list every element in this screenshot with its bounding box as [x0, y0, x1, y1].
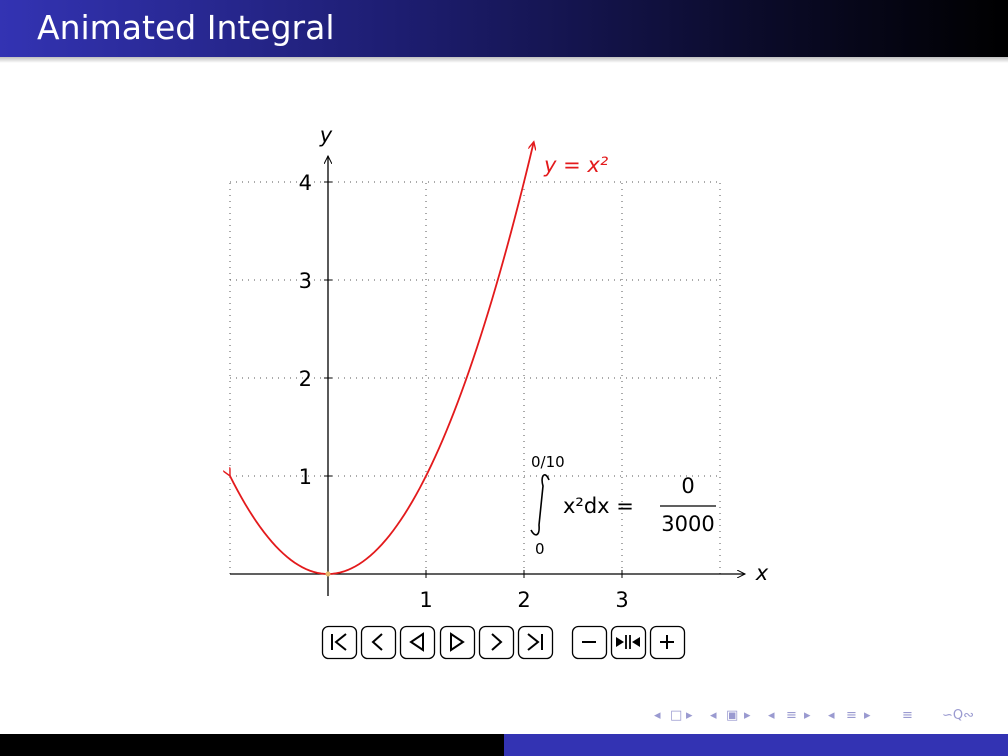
step-forward-icon	[491, 633, 503, 651]
slide-title: Animated Integral	[37, 8, 335, 47]
integral-annotation: 0/10 0 x²dx = 0 3000	[530, 453, 716, 558]
integral-lower-limit: 0	[535, 540, 545, 558]
nav-symbol[interactable]: ≡	[786, 708, 797, 723]
skip-to-last-icon	[527, 633, 543, 651]
integral-upper-limit: 0/10	[531, 453, 565, 471]
curves	[230, 142, 534, 577]
y-axis-label: y	[319, 123, 333, 147]
x-axis-label: x	[755, 561, 769, 585]
x-tick-label: 3	[615, 588, 628, 612]
result-numerator: 0	[681, 474, 694, 498]
nav-symbol[interactable]: ◂	[654, 708, 661, 723]
integrand: x²dx =	[563, 494, 634, 518]
play-forward-icon	[450, 632, 465, 652]
nav-symbol[interactable]: ▸	[744, 708, 751, 723]
beamer-navigation-bar: ◂ □ ▸ ◂ ▣ ▸ ◂ ≡ ▸ ◂ ≡ ▸ ≡ ∽Q∾	[650, 708, 1000, 726]
series-label: y = x²	[543, 153, 609, 177]
nav-symbol[interactable]: ∽Q∾	[942, 708, 975, 723]
plus-icon	[660, 635, 674, 649]
title-shadow	[0, 57, 1008, 63]
nav-symbol[interactable]: ◂	[768, 708, 775, 723]
next-step-button[interactable]	[478, 625, 515, 660]
origin-point	[325, 571, 331, 577]
reset-speed-icon	[616, 635, 640, 649]
nav-symbol[interactable]: ◂	[710, 708, 717, 723]
slower-button[interactable]	[571, 625, 608, 660]
integral-sign	[530, 474, 550, 536]
nav-symbol[interactable]: ◂	[828, 708, 835, 723]
nav-symbol[interactable]: ▣	[726, 708, 739, 723]
prev-step-button[interactable]	[360, 625, 397, 660]
nav-symbol[interactable]: ▸	[686, 708, 693, 723]
nav-symbol[interactable]: ▸	[804, 708, 811, 723]
footer-left	[0, 734, 504, 756]
title-bar: Animated Integral	[0, 0, 1008, 57]
animation-controls	[321, 625, 686, 660]
step-back-icon	[371, 633, 383, 651]
x-tick-label: 1	[419, 588, 432, 612]
series-curve	[230, 142, 534, 575]
y-tick-label: 3	[299, 269, 312, 293]
play-backward-icon	[409, 632, 424, 652]
nav-symbol[interactable]: ≡	[902, 708, 913, 723]
nav-symbol[interactable]: ≡	[846, 708, 857, 723]
play-back-button[interactable]	[399, 625, 436, 660]
play-button[interactable]	[439, 625, 476, 660]
tick-marks: 1 2 3 1 2 3 4	[299, 171, 629, 612]
last-button[interactable]	[517, 625, 554, 660]
skip-to-first-icon	[331, 633, 347, 651]
reset-speed-button[interactable]	[610, 625, 647, 660]
y-tick-label: 2	[299, 367, 312, 391]
y-tick-label: 4	[299, 171, 312, 195]
first-button[interactable]	[321, 625, 358, 660]
labels: y x y = x²	[319, 123, 769, 585]
x-tick-label: 2	[517, 588, 530, 612]
faster-button[interactable]	[649, 625, 686, 660]
y-tick-label: 1	[299, 465, 312, 489]
nav-symbol[interactable]: ▸	[864, 708, 871, 723]
nav-symbol[interactable]: □	[670, 708, 683, 723]
result-denominator: 3000	[661, 512, 714, 536]
footer-right	[504, 734, 1008, 756]
